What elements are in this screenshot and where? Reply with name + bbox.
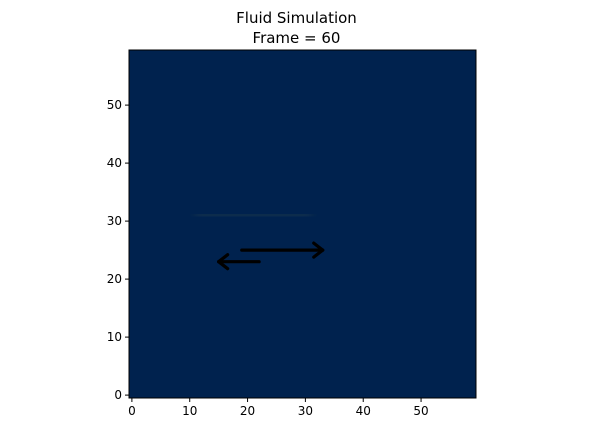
x-axis: 0 10 20 30 40 50 [128, 398, 429, 418]
arrow-left-0 [217, 253, 261, 271]
chart-title-line-1: Fluid Simulation [236, 9, 357, 27]
heatmap-background [129, 50, 476, 398]
arrow-head [312, 241, 325, 259]
density-halo-1 [194, 214, 312, 216]
y-tick-label-30: 30 [107, 214, 122, 228]
x-tick-label-0: 0 [128, 404, 136, 418]
y-tick-label-10: 10 [107, 330, 122, 344]
y-tick-label-40: 40 [107, 156, 122, 170]
y-tick-label-50: 50 [107, 98, 122, 112]
y-tick-label-20: 20 [107, 272, 122, 286]
x-tick-label-30: 30 [298, 404, 313, 418]
x-tick-label-50: 50 [413, 404, 428, 418]
x-tick-label-10: 10 [182, 404, 197, 418]
density-field [194, 214, 312, 216]
y-axis: 0 10 20 30 40 50 [107, 98, 129, 402]
plot-frame [128, 49, 477, 399]
arrow-right-1 [240, 241, 325, 259]
x-tick-label-40: 40 [356, 404, 371, 418]
velocity-arrows [217, 241, 325, 271]
arrow-head [217, 253, 230, 271]
chart-title-line-2: Frame = 60 [252, 29, 341, 47]
x-tick-label-20: 20 [240, 404, 255, 418]
y-tick-label-0: 0 [114, 388, 122, 402]
